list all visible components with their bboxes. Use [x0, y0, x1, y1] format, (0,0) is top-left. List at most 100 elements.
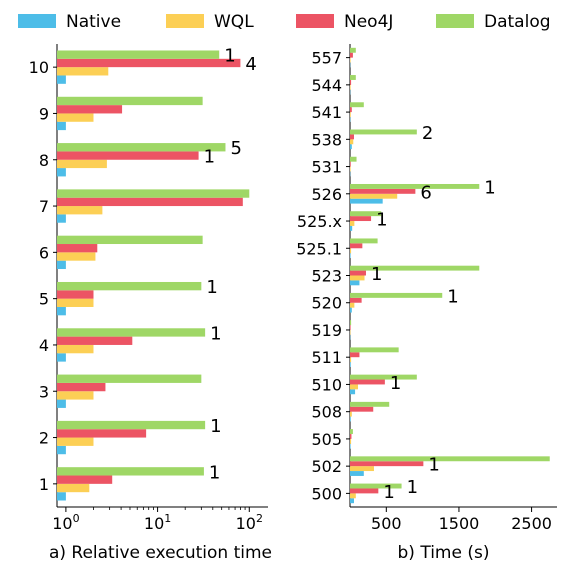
bar-native-9: [57, 121, 66, 131]
y-tick-label-6: 6: [39, 243, 49, 262]
bar-wql-7: [57, 206, 103, 215]
bar-native-3: [57, 399, 66, 408]
bar-wql-9: [57, 113, 94, 122]
bar-datalog-525-1: [350, 238, 378, 244]
bar-datalog-1: [57, 467, 204, 476]
y-tick-label-520: 520: [311, 294, 342, 313]
legend-swatch-native: [18, 14, 56, 28]
annotation-label: 1: [428, 455, 439, 476]
x-tick-label: 500: [371, 514, 402, 533]
x-tick-label: 2500: [511, 514, 552, 533]
bar-datalog-538: [350, 129, 417, 135]
y-tick-label-7: 7: [39, 197, 49, 216]
bar-neo4j-511: [350, 352, 360, 358]
y-tick-label-8: 8: [39, 151, 49, 170]
bar-native-6: [57, 260, 66, 270]
bar-neo4j-520: [350, 297, 362, 303]
bar-neo4j-5: [57, 290, 94, 299]
bar-neo4j-7: [57, 197, 243, 207]
bar-datalog-502: [350, 456, 550, 462]
x-tick-label: 1500: [439, 514, 480, 533]
bar-datalog-544: [350, 75, 356, 80]
annotation-label: 1: [371, 264, 382, 285]
y-tick-label-508: 508: [311, 403, 342, 422]
bar-datalog-5: [57, 281, 202, 291]
bar-wql-2: [57, 437, 94, 446]
bar-neo4j-525-1: [350, 243, 363, 249]
bar-wql-5: [57, 298, 94, 307]
panel-b-time: 500 502 505 508 510 511 519 520 523 525.1 525.x 526…: [296, 44, 557, 563]
x-tick-label: 100: [52, 512, 79, 533]
y-tick-label-9: 9: [39, 104, 49, 123]
bar-wql-541: [350, 112, 351, 117]
y-tick-label-502: 502: [311, 457, 342, 476]
bar-neo4j-505: [350, 434, 352, 439]
annotation-label: 1: [224, 46, 235, 67]
bar-neo4j-10: [57, 58, 241, 68]
bar-neo4j-500: [350, 488, 379, 494]
bar-datalog-531: [350, 156, 357, 162]
annotation-label: 1: [484, 177, 495, 198]
y-tick-label-525-1: 525.1: [296, 239, 342, 258]
bar-wql-531: [350, 166, 351, 172]
annotation-label: 1: [210, 323, 221, 344]
bar-neo4j-510: [350, 379, 385, 385]
y-tick-label-3: 3: [39, 382, 49, 401]
bar-neo4j-557: [350, 52, 353, 58]
bar-neo4j-525-x: [350, 216, 372, 222]
y-tick-label-531: 531: [311, 158, 342, 177]
bar-neo4j-544: [350, 79, 352, 85]
annotation-label: 1: [209, 462, 220, 483]
bar-neo4j-538: [350, 134, 354, 140]
bar-neo4j-519: [350, 325, 351, 330]
bar-wql-511: [350, 357, 352, 363]
bar-wql-538: [350, 139, 354, 145]
y-tick-label-510: 510: [311, 375, 342, 394]
bar-neo4j-526: [350, 188, 416, 194]
bar-wql-510: [350, 384, 358, 390]
bar-neo4j-6: [57, 244, 98, 253]
bar-wql-523: [350, 275, 365, 281]
bar-neo4j-508: [350, 406, 374, 412]
annotation-label: 1: [383, 482, 394, 503]
annotation-label: 4: [245, 54, 256, 75]
y-tick-label-10: 10: [29, 58, 49, 77]
bar-datalog-508: [350, 401, 390, 407]
annotation-label: 1: [376, 210, 387, 231]
bar-wql-10: [57, 67, 109, 76]
bar-neo4j-541: [350, 107, 352, 113]
bar-wql-1: [57, 483, 90, 493]
bar-native-500: [350, 498, 354, 504]
y-tick-label-525-x: 525.x: [297, 212, 342, 231]
annotation-label: 1: [407, 477, 418, 498]
y-tick-label-523: 523: [311, 267, 342, 286]
bar-datalog-541: [350, 102, 364, 108]
bar-datalog-8: [57, 143, 226, 152]
bar-wql-557: [350, 57, 351, 63]
bar-native-5: [57, 306, 66, 316]
bar-wql-6: [57, 252, 96, 261]
legend-swatch-datalog: [436, 14, 474, 28]
bar-datalog-557: [350, 47, 356, 53]
y-tick-label-500: 500: [311, 484, 342, 503]
bar-neo4j-523: [350, 270, 366, 276]
bar-native-538: [350, 144, 352, 150]
bar-wql-3: [57, 391, 94, 400]
bar-native-526: [350, 198, 383, 204]
bar-native-502: [350, 471, 364, 476]
bar-neo4j-3: [57, 382, 106, 392]
bar-wql-508: [350, 411, 352, 417]
x-tick-exponent: 1: [164, 512, 171, 525]
bar-neo4j-9: [57, 105, 123, 114]
bar-native-7: [57, 214, 66, 223]
bar-neo4j-502: [350, 461, 424, 467]
bar-wql-502: [350, 466, 374, 472]
annotation-label: 6: [420, 182, 431, 203]
bar-wql-544: [350, 84, 351, 90]
bar-native-510: [350, 389, 356, 395]
legend-label-wql: WQL: [214, 12, 254, 32]
legend-label-neo4j: Neo4J: [344, 12, 393, 32]
bar-neo4j-531: [350, 161, 351, 167]
y-tick-label-1: 1: [39, 475, 49, 494]
